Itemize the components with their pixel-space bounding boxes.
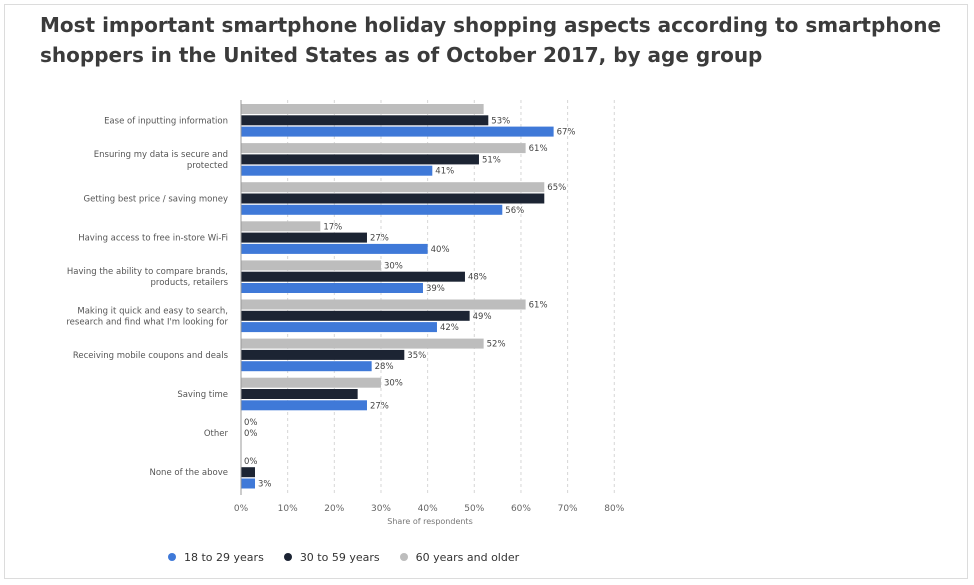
data-label: 67% bbox=[557, 128, 576, 138]
legend-label-30-59: 30 to 59 years bbox=[299, 550, 380, 564]
bar bbox=[241, 478, 255, 489]
category-label: products, retailers bbox=[151, 278, 229, 288]
category-label: None of the above bbox=[150, 468, 229, 478]
bar bbox=[241, 260, 381, 271]
category-label: Getting best price / saving money bbox=[84, 195, 228, 205]
x-tick-label: 50% bbox=[464, 504, 484, 514]
data-label: 42% bbox=[440, 323, 459, 333]
data-label: 0% bbox=[244, 429, 258, 439]
data-label: 17% bbox=[323, 222, 342, 232]
bar bbox=[241, 126, 554, 137]
data-label: 28% bbox=[375, 362, 394, 372]
data-label: 49% bbox=[473, 312, 492, 322]
data-label: 0% bbox=[244, 457, 258, 467]
bar bbox=[241, 243, 428, 254]
category-label: Having access to free in-store Wi-Fi bbox=[78, 234, 228, 244]
data-label: 51% bbox=[482, 155, 501, 165]
bar bbox=[241, 349, 405, 360]
x-tick-label: 80% bbox=[604, 504, 624, 514]
data-label: 27% bbox=[370, 234, 389, 244]
legend-item-18-29[interactable]: 18 to 29 years bbox=[168, 551, 264, 564]
bar bbox=[241, 165, 433, 176]
bar bbox=[241, 193, 545, 204]
category-label: protected bbox=[187, 161, 228, 171]
bar bbox=[241, 283, 423, 293]
x-axis-title: Share of respondents bbox=[387, 517, 473, 526]
bar bbox=[241, 143, 526, 154]
bar bbox=[241, 104, 484, 114]
data-label: 53% bbox=[491, 116, 510, 126]
x-tick-label: 10% bbox=[278, 504, 298, 514]
bar bbox=[241, 115, 489, 126]
data-label: 0% bbox=[244, 418, 258, 428]
chart-title: Most important smartphone holiday shoppi… bbox=[40, 13, 942, 67]
category-label: Other bbox=[204, 429, 229, 439]
data-label: 56% bbox=[505, 206, 524, 216]
data-label: 27% bbox=[370, 401, 389, 411]
data-label: 61% bbox=[529, 144, 548, 154]
bar bbox=[241, 271, 465, 282]
data-label: 40% bbox=[431, 245, 450, 255]
data-label: 3% bbox=[258, 480, 272, 490]
legend-item-30-59[interactable]: 30 to 59 years bbox=[283, 550, 380, 564]
legend-swatch-30-59 bbox=[283, 553, 292, 561]
bar bbox=[241, 338, 484, 349]
bar bbox=[241, 389, 358, 399]
bar bbox=[241, 204, 503, 215]
x-tick-label: 70% bbox=[558, 504, 578, 514]
category-label: Saving time bbox=[177, 390, 228, 400]
bar bbox=[241, 154, 479, 165]
bar bbox=[241, 232, 367, 243]
legend-label-60-plus: 60 years and older bbox=[415, 550, 520, 564]
bar bbox=[241, 467, 255, 478]
bar bbox=[241, 361, 372, 372]
bar bbox=[241, 221, 321, 232]
bar bbox=[241, 310, 470, 321]
bar bbox=[241, 299, 526, 310]
data-label: 35% bbox=[407, 351, 426, 361]
data-label: 30% bbox=[384, 261, 403, 271]
legend-label-18-29: 18 to 29 years bbox=[184, 550, 264, 564]
legend-swatch-60-plus bbox=[399, 553, 408, 561]
chart-legend: 18 to 29 years 30 to 59 years 60 years a… bbox=[168, 548, 539, 566]
category-label: research and find what I'm looking for bbox=[66, 317, 228, 327]
bar bbox=[241, 322, 437, 333]
x-tick-label: 30% bbox=[371, 504, 391, 514]
x-tick-label: 0% bbox=[234, 504, 249, 514]
legend-item-60-plus[interactable]: 60 years and older bbox=[399, 550, 520, 564]
category-label: Receiving mobile coupons and deals bbox=[73, 351, 229, 361]
chart-frame bbox=[4, 4, 968, 579]
x-tick-label: 60% bbox=[511, 504, 531, 514]
x-tick-label: 20% bbox=[324, 504, 344, 514]
category-label: Ease of inputting information bbox=[104, 116, 228, 126]
bar bbox=[241, 182, 545, 193]
bar bbox=[241, 400, 367, 411]
category-label: Making it quick and easy to search, bbox=[77, 306, 228, 316]
data-label: 41% bbox=[435, 167, 454, 177]
x-tick-label: 40% bbox=[418, 504, 438, 514]
data-label: 61% bbox=[529, 301, 548, 311]
data-label: 30% bbox=[384, 379, 403, 389]
data-label: 52% bbox=[487, 340, 506, 350]
data-label: 65% bbox=[547, 183, 566, 193]
category-label: Ensuring my data is secure and bbox=[94, 150, 228, 160]
bar bbox=[241, 377, 381, 388]
data-label: 48% bbox=[468, 273, 487, 283]
data-label: 39% bbox=[426, 284, 445, 294]
category-label: Having the ability to compare brands, bbox=[67, 267, 228, 277]
legend-swatch-18-29 bbox=[168, 553, 176, 561]
